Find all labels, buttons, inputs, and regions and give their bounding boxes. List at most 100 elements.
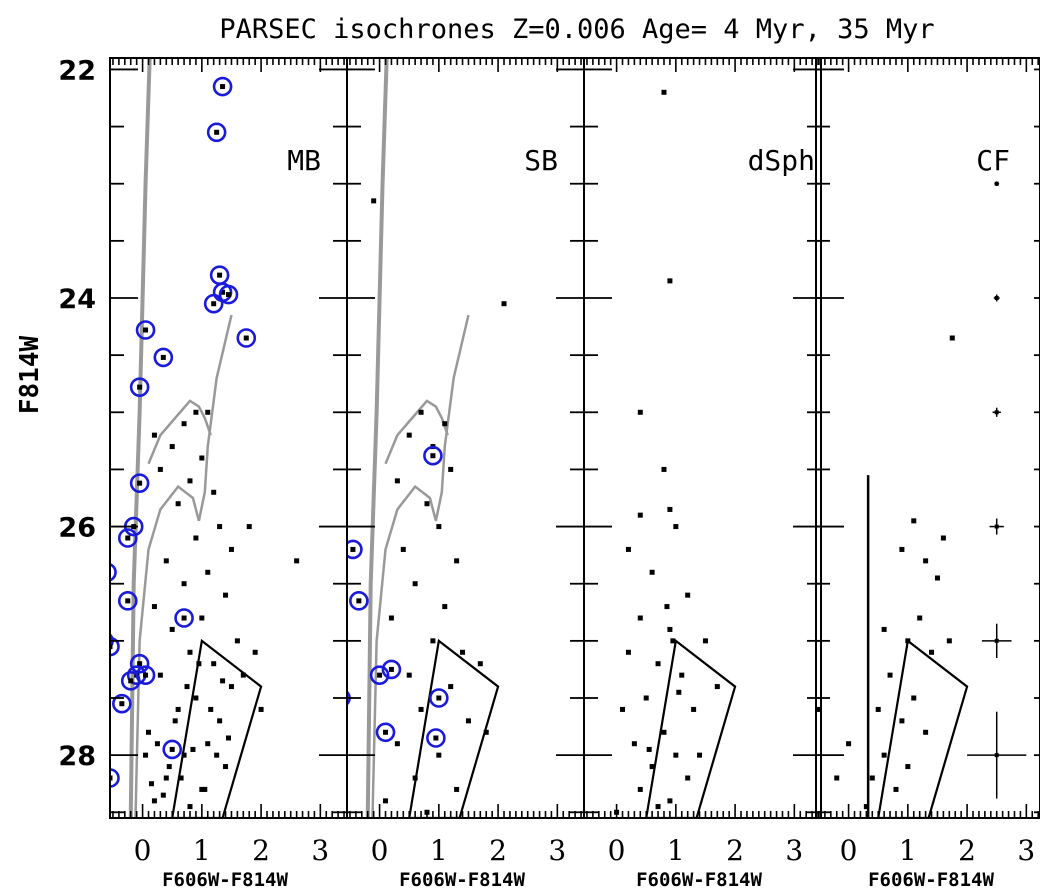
star-point [483, 729, 489, 735]
star-point [846, 741, 852, 747]
circled-star-point [110, 644, 113, 650]
circled-star-point [105, 570, 110, 575]
star-point [929, 649, 935, 655]
star-point [226, 735, 231, 741]
circled-star-point [143, 327, 149, 333]
star-point [412, 581, 418, 587]
circled-star [203, 293, 224, 314]
star-point [205, 569, 211, 575]
panel-label: MB [287, 144, 321, 177]
star-point [905, 638, 911, 644]
star-point [184, 684, 190, 690]
star-point [631, 741, 637, 747]
isochrone-4-myr [365, 58, 389, 818]
star-point [412, 775, 418, 781]
circled-star-point [356, 598, 362, 604]
x-axis-label: F606W-F814W [636, 869, 762, 891]
star-point [211, 661, 217, 667]
star-point [430, 638, 436, 644]
star-point [151, 798, 157, 804]
circled-star [381, 659, 402, 680]
circled-star-point [125, 535, 131, 541]
star-point [175, 501, 181, 507]
error-bar [967, 711, 1027, 799]
star-point [169, 626, 175, 632]
star-point [667, 506, 673, 512]
star-point [175, 706, 181, 712]
circled-star-point [137, 384, 143, 390]
panel-label: dSph [748, 144, 815, 177]
star-point [661, 466, 667, 472]
panel-mb: MB 0 1 2 3 F606W-F814W [105, 57, 348, 891]
star-point [418, 409, 424, 415]
circled-star-point [137, 661, 143, 667]
star-point [196, 661, 202, 667]
star-point [187, 804, 193, 810]
star-point [205, 741, 211, 747]
star-point [187, 478, 193, 484]
circled-star [347, 539, 363, 560]
circled-star-point [169, 746, 175, 752]
panels: MB 0 1 2 3 F606W-F814W SB 0 1 2 3 F606W-F814W dSph 0 1… [58, 55, 1040, 891]
circled-star [129, 653, 150, 674]
star-point [697, 752, 703, 758]
star-point [143, 752, 149, 758]
star-point [620, 706, 626, 712]
star-point [946, 638, 952, 644]
star-point [187, 649, 193, 655]
star-point [193, 535, 199, 541]
circled-star [162, 739, 183, 760]
circled-star-point [137, 480, 143, 486]
star-point [394, 741, 400, 747]
circled-star [206, 122, 227, 143]
star-point [670, 638, 676, 644]
x-tick-label: 2 [252, 834, 270, 867]
star-point [465, 718, 471, 724]
x-tick-label: 3 [548, 834, 566, 867]
star-point [400, 546, 406, 552]
star-point [199, 786, 205, 792]
circled-star [117, 591, 138, 611]
circled-star-point [430, 453, 436, 459]
star-point [436, 752, 442, 758]
star-point [181, 752, 187, 758]
star-point [940, 535, 946, 541]
completeness-box [408, 638, 500, 818]
panel-sb: SB 0 1 2 3 F606W-F814W [346, 57, 585, 891]
star-point [893, 786, 899, 792]
star-point [875, 706, 881, 712]
star-point [214, 752, 220, 758]
error-bar [994, 181, 1000, 186]
circled-star-point [110, 775, 113, 781]
star-point [240, 672, 246, 678]
circled-star-point [388, 666, 394, 672]
star-point [923, 729, 929, 735]
star-point [643, 695, 649, 701]
circled-star-point [220, 289, 226, 295]
star-point [454, 786, 460, 792]
star-point [667, 626, 673, 632]
star-point [934, 575, 940, 581]
star-point [899, 718, 905, 724]
panel-cf: CF 0 1 2 3 F606W-F814W [815, 57, 1040, 891]
star-point [217, 524, 223, 530]
isochrone-35-myr [134, 314, 233, 818]
isochrone-4-myr [128, 58, 152, 818]
panel-plot-area [816, 181, 1027, 818]
star-point [501, 301, 507, 307]
panel-frame [583, 57, 822, 819]
error-bar [989, 518, 1004, 535]
star-point [383, 798, 389, 804]
star-point [454, 558, 460, 564]
star-point [673, 524, 679, 530]
circled-star [153, 347, 174, 368]
circled-star-point [214, 129, 220, 135]
star-point [388, 615, 394, 621]
star-point [193, 695, 199, 701]
isochrone-35-myr [371, 314, 470, 818]
star-point [151, 432, 157, 438]
star-point [816, 706, 822, 712]
completeness-box [171, 638, 263, 818]
star-point [685, 592, 691, 598]
star-point [649, 764, 655, 770]
